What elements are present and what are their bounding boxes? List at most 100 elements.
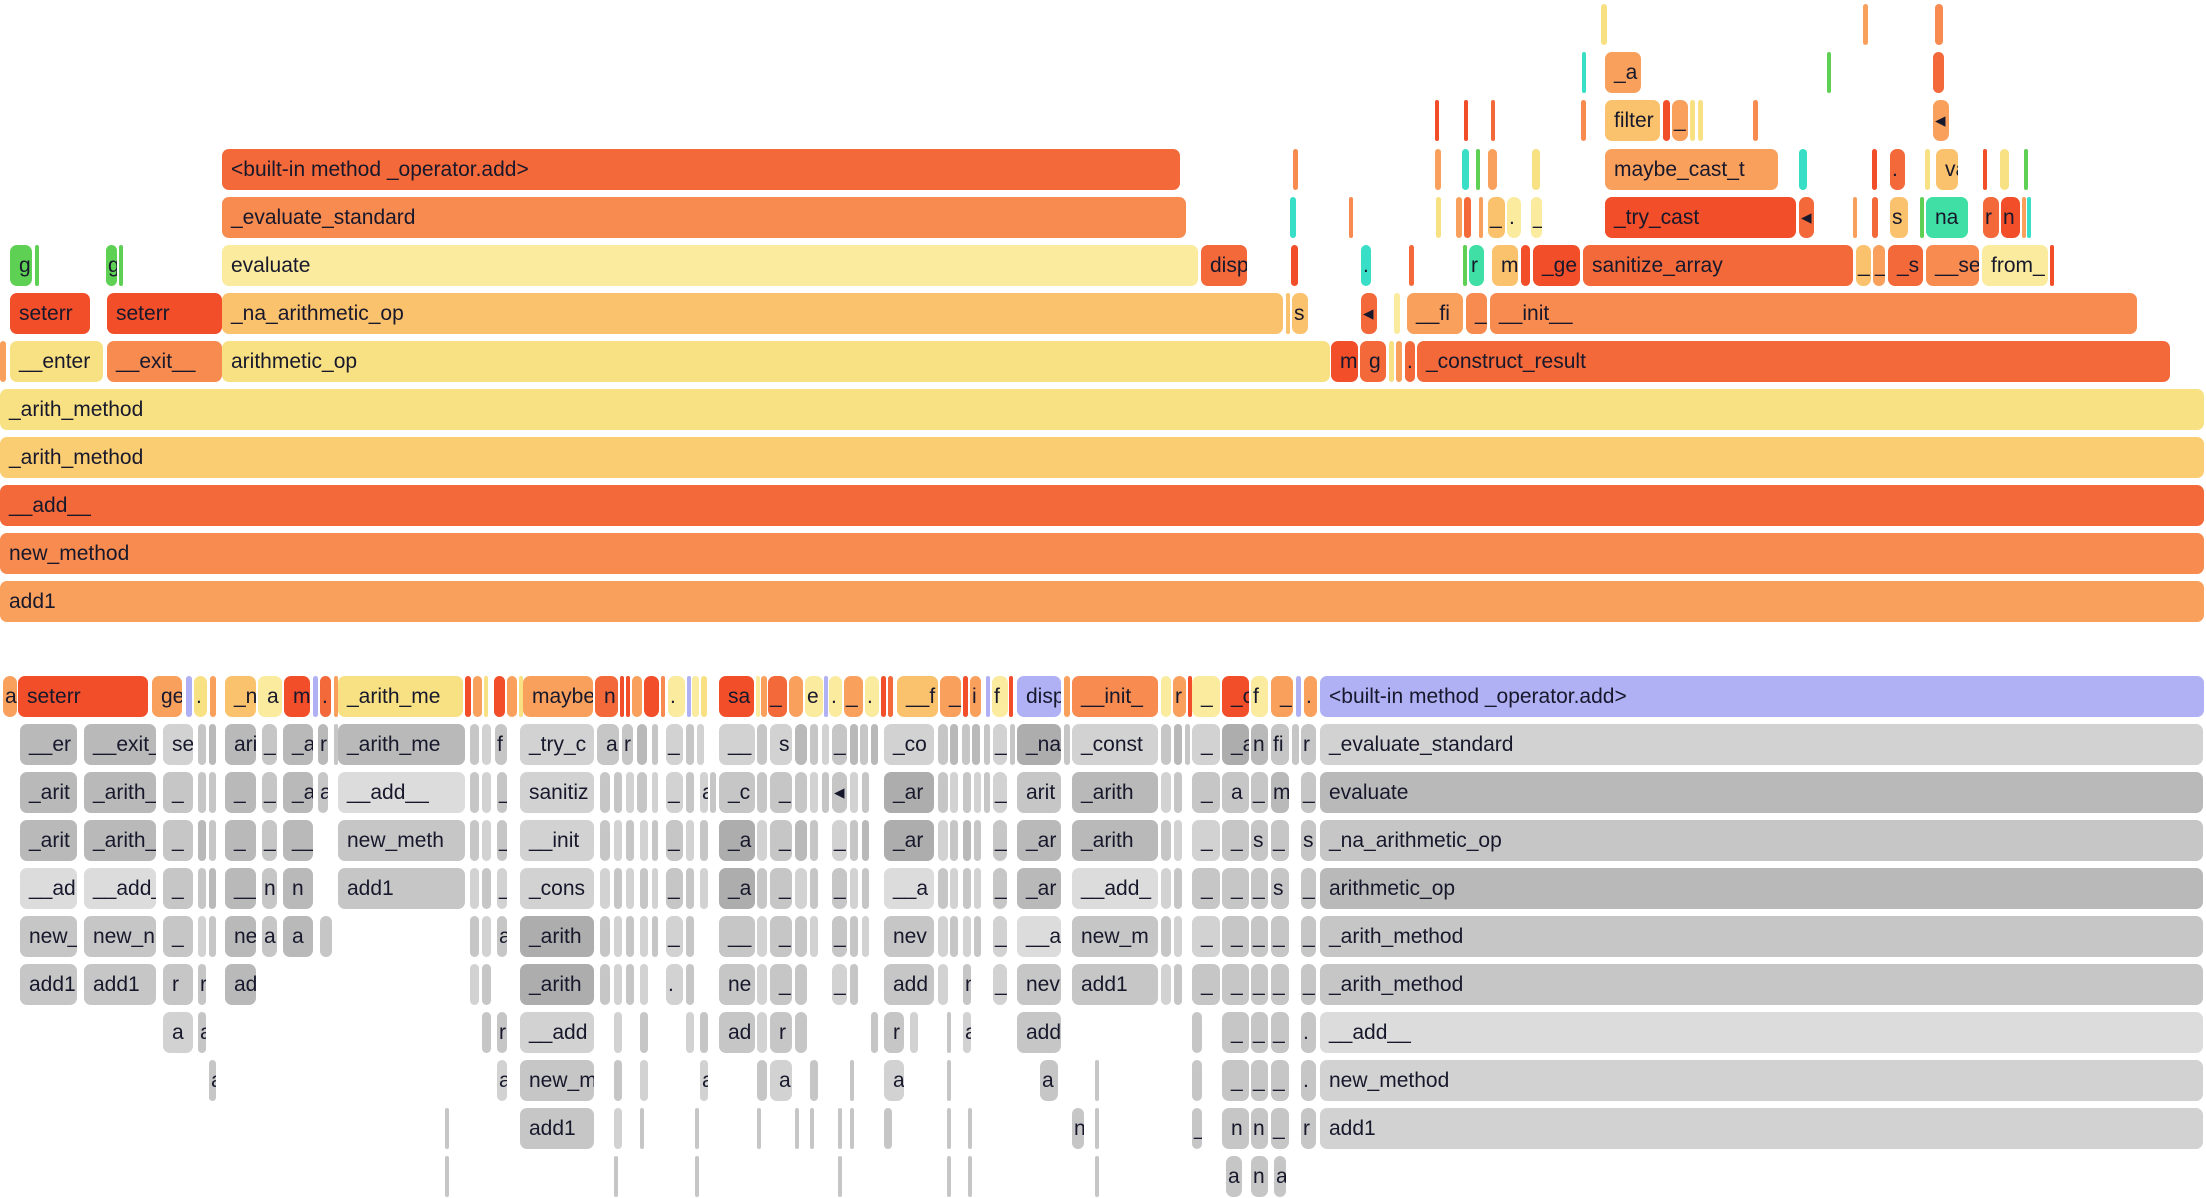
frame-bar[interactable] (757, 964, 767, 1005)
frame-bar[interactable] (35, 245, 39, 286)
frame-bar[interactable]: _ (770, 916, 792, 957)
frame-a[interactable]: a (283, 916, 313, 957)
frame-arit[interactable]: _arit (20, 772, 77, 813)
frame-bar[interactable] (1933, 52, 1944, 93)
frame-bar[interactable] (473, 676, 482, 717)
frame-bar[interactable]: _ (497, 820, 507, 861)
frame-bar[interactable] (810, 820, 818, 861)
frame-bar[interactable] (465, 676, 471, 717)
frame-bar[interactable] (1185, 724, 1190, 765)
frame-fi[interactable]: fi (1271, 724, 1289, 765)
frame-bar[interactable] (862, 916, 869, 957)
frame-bar[interactable] (626, 676, 630, 717)
frame-bar[interactable]: . (666, 964, 683, 1005)
frame-bar[interactable] (482, 1012, 491, 1053)
frame-try-c[interactable]: _try_c (520, 724, 594, 765)
frame-bar[interactable] (810, 724, 818, 765)
frame-bar[interactable] (862, 820, 869, 861)
frame-r[interactable]: r (163, 964, 193, 1005)
frame-nev[interactable]: nev (1017, 964, 1061, 1005)
frame-bar[interactable]: _ (770, 820, 792, 861)
frame-bar[interactable] (795, 916, 807, 957)
frame-bar[interactable]: _ (163, 820, 193, 861)
frame-new-meth[interactable]: new_meth (338, 820, 465, 861)
frame-bar[interactable] (470, 868, 479, 909)
frame-bar[interactable]: _ (940, 676, 961, 717)
frame-na-arithmetic-op[interactable]: _na_arithmetic_op (222, 293, 1283, 334)
frame-r[interactable]: r (1469, 245, 1484, 286)
frame-bar[interactable]: . (865, 676, 879, 717)
frame-f[interactable]: f (992, 676, 1008, 717)
frame-bar[interactable] (209, 916, 216, 957)
frame-bar[interactable] (1935, 4, 1943, 45)
frame-fi[interactable]: __fi (1407, 293, 1463, 334)
frame-disp[interactable]: disp (1201, 245, 1247, 286)
frame-bar[interactable] (757, 868, 767, 909)
frame-add1[interactable]: add1 (520, 1108, 594, 1149)
frame-bar[interactable] (1582, 52, 1586, 93)
frame-arith-method[interactable]: _arith_method (0, 389, 2204, 430)
frame-bar[interactable] (810, 772, 818, 813)
frame-bar[interactable]: _ (832, 916, 847, 957)
frame-filter[interactable]: filter (1605, 100, 1660, 141)
frame-bar[interactable]: __ (283, 820, 313, 861)
frame-bar[interactable] (947, 1156, 951, 1197)
frame-arith[interactable]: _arith (520, 916, 594, 957)
frame-bar[interactable]: _ (993, 820, 1007, 861)
frame-bar[interactable] (209, 868, 216, 909)
frame-bar[interactable] (1174, 916, 1182, 957)
frame-bar[interactable]: _ (262, 772, 277, 813)
frame-bar[interactable] (686, 772, 694, 813)
frame-bar[interactable] (795, 772, 807, 813)
frame-bar[interactable]: _ (497, 772, 507, 813)
frame-bar[interactable] (810, 1060, 818, 1101)
frame-bar[interactable] (1456, 197, 1462, 238)
frame-bar[interactable]: __ (719, 724, 755, 765)
frame-n[interactable]: n (1072, 1108, 1084, 1149)
frame-enter[interactable]: __enter (10, 341, 103, 382)
frame-bar[interactable]: _ (1251, 964, 1268, 1005)
frame-bar[interactable]: _ (1672, 100, 1688, 141)
frame-a[interactable]: _a (283, 724, 313, 765)
frame-bar[interactable]: _ (1251, 916, 1268, 957)
frame-bar[interactable]: _ (1222, 964, 1249, 1005)
frame-bar[interactable] (519, 676, 523, 717)
frame-n[interactable]: n (283, 868, 313, 909)
frame-new-method[interactable]: new_method (1320, 1060, 2203, 1101)
frame-a[interactable]: _a (719, 820, 755, 861)
frame-bar[interactable]: _ (1192, 820, 1220, 861)
frame-a[interactable]: a (1222, 772, 1249, 813)
frame-g[interactable]: g (10, 245, 32, 286)
frame-bar[interactable]: _ (1301, 916, 1316, 957)
frame-bar[interactable]: . (320, 676, 331, 717)
frame-bar[interactable] (1095, 1060, 1099, 1101)
frame-bar[interactable]: _ (1222, 868, 1249, 909)
frame-bar[interactable]: _ (1301, 964, 1316, 1005)
frame-bar[interactable]: _ (768, 676, 787, 717)
frame-bar[interactable] (1753, 100, 1758, 141)
frame-bar[interactable] (494, 676, 505, 717)
frame-a[interactable]: a (597, 724, 619, 765)
frame-bar[interactable] (1192, 1060, 1202, 1101)
frame-bar[interactable] (507, 676, 517, 717)
frame-bar[interactable] (884, 1108, 892, 1149)
frame-bar[interactable] (972, 724, 980, 765)
frame-bar[interactable]: _ (1222, 820, 1249, 861)
frame-bar[interactable] (482, 724, 491, 765)
frame-arithmetic-op[interactable]: arithmetic_op (1320, 868, 2203, 909)
frame-bar[interactable] (1174, 964, 1182, 1005)
frame-bar[interactable]: _ (1271, 1012, 1289, 1053)
frame-bar[interactable] (1161, 964, 1171, 1005)
frame-add1[interactable]: add1 (84, 964, 156, 1005)
frame-bar[interactable] (862, 868, 869, 909)
frame-bar[interactable] (626, 820, 634, 861)
frame-bar[interactable] (1601, 4, 1607, 45)
frame-bar[interactable] (1095, 1108, 1099, 1149)
frame-evaluate[interactable]: evaluate (222, 245, 1198, 286)
frame-bar[interactable] (962, 724, 970, 765)
frame-a[interactable]: a (1226, 1156, 1242, 1197)
frame-bar[interactable] (640, 1012, 648, 1053)
frame-bar[interactable]: __ (225, 868, 256, 909)
frame-se[interactable]: __se (1926, 245, 1979, 286)
frame-evaluate-standard[interactable]: _evaluate_standard (222, 197, 1186, 238)
